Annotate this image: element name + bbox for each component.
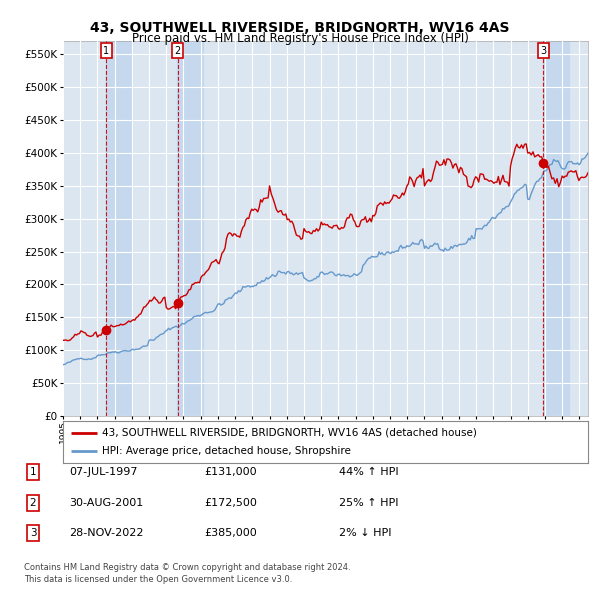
Text: 2: 2 [29,498,37,507]
Text: 44% ↑ HPI: 44% ↑ HPI [339,467,398,477]
Text: 43, SOUTHWELL RIVERSIDE, BRIDGNORTH, WV16 4AS (detached house): 43, SOUTHWELL RIVERSIDE, BRIDGNORTH, WV1… [103,428,477,438]
Text: This data is licensed under the Open Government Licence v3.0.: This data is licensed under the Open Gov… [24,575,292,584]
Text: 3: 3 [541,45,547,55]
Text: 25% ↑ HPI: 25% ↑ HPI [339,498,398,507]
Text: Price paid vs. HM Land Registry's House Price Index (HPI): Price paid vs. HM Land Registry's House … [131,32,469,45]
Text: 2% ↓ HPI: 2% ↓ HPI [339,529,391,538]
Text: 1: 1 [103,45,109,55]
Text: 3: 3 [29,529,37,538]
Text: 2: 2 [175,45,181,55]
Text: 28-NOV-2022: 28-NOV-2022 [69,529,143,538]
Bar [177,41,203,416]
Text: HPI: Average price, detached house, Shropshire: HPI: Average price, detached house, Shro… [103,446,351,456]
Text: £385,000: £385,000 [204,529,257,538]
Text: £131,000: £131,000 [204,467,257,477]
Bar [106,41,132,416]
Bar [542,41,569,416]
Text: Contains HM Land Registry data © Crown copyright and database right 2024.: Contains HM Land Registry data © Crown c… [24,563,350,572]
Text: 1: 1 [29,467,37,477]
Text: 43, SOUTHWELL RIVERSIDE, BRIDGNORTH, WV16 4AS: 43, SOUTHWELL RIVERSIDE, BRIDGNORTH, WV1… [90,21,510,35]
Text: £172,500: £172,500 [204,498,257,507]
Text: 30-AUG-2001: 30-AUG-2001 [69,498,143,507]
Text: 07-JUL-1997: 07-JUL-1997 [69,467,137,477]
